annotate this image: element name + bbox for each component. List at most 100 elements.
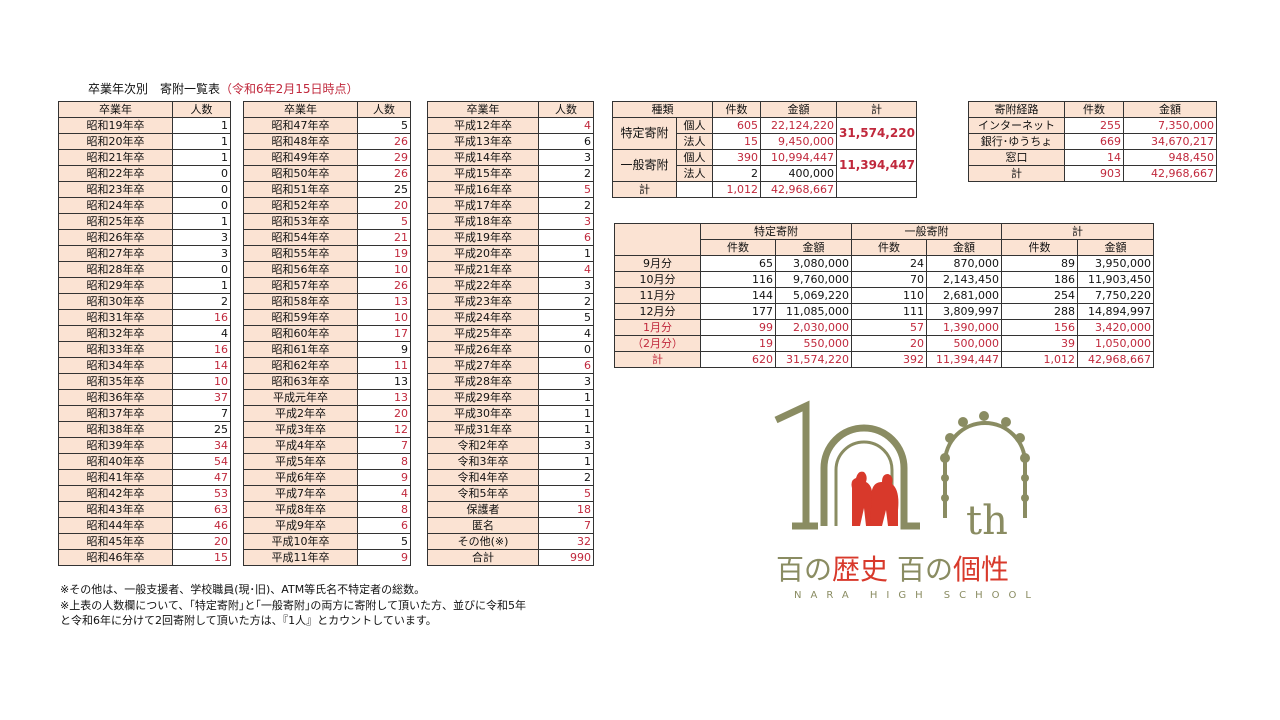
year-cell: 合計: [427, 549, 539, 566]
route-cell: インターネット: [968, 117, 1065, 134]
footnote: と令和6年に分けて2回寄附して頂いた方は、『1人』とカウントしています。: [60, 614, 437, 627]
count-cell: 0: [172, 261, 231, 278]
count-cell: 3: [538, 373, 594, 390]
year-cell: 昭和53年卒: [243, 213, 358, 230]
count-cell: 14: [172, 357, 231, 374]
count-cell: 54: [172, 453, 231, 470]
count-cell: 6: [538, 357, 594, 374]
table-row: 平成28年卒 3: [427, 373, 594, 390]
year-cell: 昭和62年卒: [243, 357, 358, 374]
count-cell: 2: [172, 293, 231, 310]
count-cell: 9: [357, 549, 411, 566]
table-row: 平成6年卒 9: [243, 469, 411, 486]
count-cell: 26: [357, 165, 411, 182]
count-cell: 5: [357, 117, 411, 134]
year-cell: 平成31年卒: [427, 421, 539, 438]
year-cell: 令和4年卒: [427, 469, 539, 486]
count-cell: 53: [172, 485, 231, 502]
year-cell: 昭和42年卒: [58, 485, 173, 502]
group-total: 31,574,220: [836, 117, 917, 150]
count-cell: 2: [538, 469, 594, 486]
donation-type-summary-table: 種類 件数 金額計特定寄附 個人 605 22,124,220 31,574,220 法人 15…: [612, 101, 917, 198]
table-row: 平成18年卒 3: [427, 213, 594, 230]
table-row: 昭和29年卒 1: [58, 277, 231, 294]
count-cell: 1: [538, 421, 594, 438]
table-row: 平成30年卒 1: [427, 405, 594, 422]
count-cell: 0: [172, 165, 231, 182]
count-cell: 2: [538, 197, 594, 214]
table-row: 昭和25年卒 1: [58, 213, 231, 230]
table-row: 11月分 144 5,069,220 110 2,681,000 254 7,750,220: [614, 287, 1154, 304]
year-cell: 昭和28年卒: [58, 261, 173, 278]
count-cell: 19: [357, 245, 411, 262]
type-cell: 特定寄附: [612, 117, 677, 150]
year-cell: 昭和29年卒: [58, 277, 173, 294]
count-cell: 1: [172, 117, 231, 134]
year-cell: 昭和57年卒: [243, 277, 358, 294]
table-row: 平成4年卒 7: [243, 437, 411, 454]
count-cell: 4: [538, 261, 594, 278]
count-cell: 1: [538, 453, 594, 470]
count-cell: 12: [357, 421, 411, 438]
year-cell: その他(※): [427, 533, 539, 550]
count-cell: 13: [357, 389, 411, 406]
table-row: 平成11年卒 9: [243, 549, 411, 566]
year-cell: 昭和30年卒: [58, 293, 173, 310]
table-row: 昭和60年卒 17: [243, 325, 411, 342]
table-row: 平成19年卒 6: [427, 229, 594, 246]
year-cell: 平成26年卒: [427, 341, 539, 358]
table-row: 昭和61年卒 9: [243, 341, 411, 358]
year-cell: 平成16年卒: [427, 181, 539, 198]
year-cell: 平成23年卒: [427, 293, 539, 310]
count-cell: 1: [172, 213, 231, 230]
table-row: 匿名 7: [427, 517, 594, 534]
donation-route-table: 寄附経路 件数 金額 インターネット 255 7,350,000 銀行･ゆうちょ 669 34,…: [968, 101, 1217, 182]
table-row: 昭和53年卒 5: [243, 213, 411, 230]
count-cell: 7: [172, 405, 231, 422]
year-cell: 昭和50年卒: [243, 165, 358, 182]
year-cell: 昭和39年卒: [58, 437, 173, 454]
table-row: 平成13年卒 6: [427, 133, 594, 150]
table-row: 昭和48年卒 26: [243, 133, 411, 150]
count-cell: 16: [172, 341, 231, 358]
table-row: 法人 15 9,450,000: [613, 133, 917, 150]
table-row: 平成16年卒 5: [427, 181, 594, 198]
table-row: 昭和59年卒 10: [243, 309, 411, 326]
year-cell: 平成5年卒: [243, 453, 358, 470]
table-row: 昭和23年卒 0: [58, 181, 231, 198]
count-cell: 1: [538, 405, 594, 422]
table-row: 昭和34年卒 14: [58, 357, 231, 374]
count-cell: 21: [357, 229, 411, 246]
table-row: 昭和36年卒 37: [58, 389, 231, 406]
count-cell: 9: [357, 341, 411, 358]
header-year: 卒業年: [58, 101, 173, 118]
table-row: 平成8年卒 8: [243, 501, 411, 518]
count-cell: 1: [538, 245, 594, 262]
table-row: 昭和57年卒 26: [243, 277, 411, 294]
count-cell: 25: [357, 181, 411, 198]
table-row: 昭和19年卒 1: [58, 117, 231, 134]
table-row: 1月分 99 2,030,000 57 1,390,000 156 3,420,000: [614, 319, 1154, 336]
year-cell: 昭和38年卒: [58, 421, 173, 438]
count-cell: 11: [357, 357, 411, 374]
year-cell: 平成18年卒: [427, 213, 539, 230]
count-cell: 34: [172, 437, 231, 454]
year-cell: 昭和34年卒: [58, 357, 173, 374]
count-cell: 6: [357, 517, 411, 534]
count-cell: 3: [538, 277, 594, 294]
year-cell: 平成9年卒: [243, 517, 358, 534]
month-cell: 計: [614, 351, 701, 368]
year-cell: 平成27年卒: [427, 357, 539, 374]
table-row: 計 620 31,574,220 392 11,394,447 1,012 42,968,6…: [614, 351, 1154, 368]
count-cell: 2: [538, 293, 594, 310]
count-cell: 16: [172, 309, 231, 326]
year-cell: 昭和49年卒: [243, 149, 358, 166]
year-cell: 昭和21年卒: [58, 149, 173, 166]
count-cell: 3: [172, 245, 231, 262]
header-count: 人数: [538, 101, 594, 118]
table-row: 平成10年卒 5: [243, 533, 411, 550]
year-cell: 昭和36年卒: [58, 389, 173, 406]
table-row: 平成14年卒 3: [427, 149, 594, 166]
table-row: 昭和22年卒 0: [58, 165, 231, 182]
page-title: 卒業年次別 寄附一覧表（令和6年2月15日時点）: [88, 82, 359, 96]
